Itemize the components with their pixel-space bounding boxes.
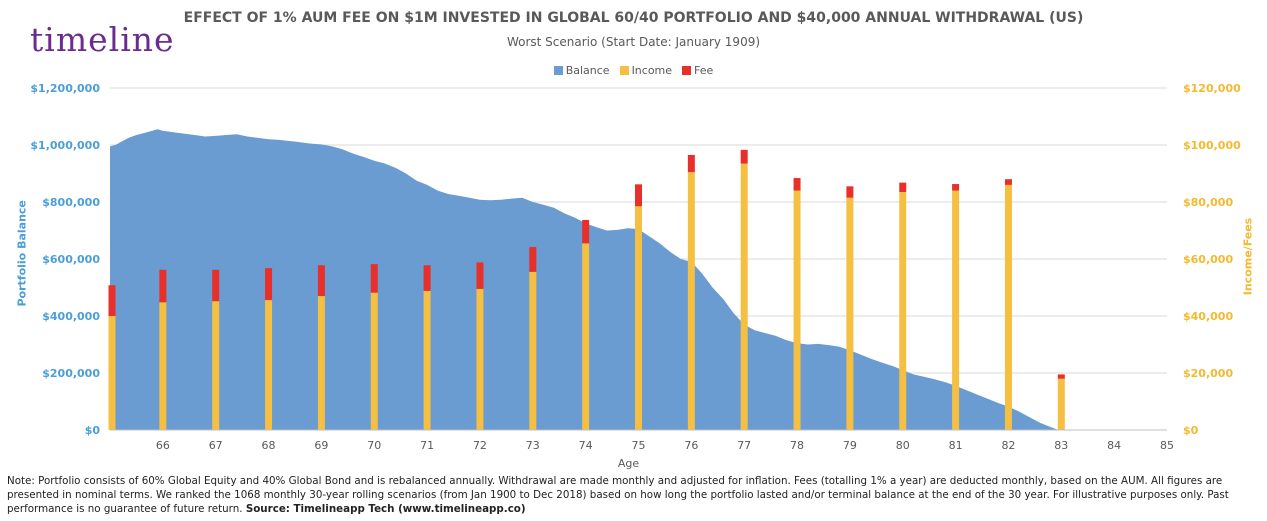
income-bar	[793, 190, 801, 430]
y-tick-label-right: $80,000	[1183, 196, 1233, 209]
y-tick-label-right: $100,000	[1183, 139, 1241, 152]
footnote: Note: Portfolio consists of 60% Global E…	[7, 474, 1262, 516]
income-bar	[1004, 184, 1012, 430]
legend-swatch-income	[619, 66, 629, 75]
x-tick-label: 73	[526, 439, 540, 452]
x-tick-label: 75	[632, 439, 646, 452]
x-tick-label: 80	[896, 439, 910, 452]
income-bar	[370, 292, 378, 430]
y-axis-title-left: Portfolio Balance	[15, 200, 29, 307]
income-bar	[740, 163, 748, 430]
legend-label-fee: Fee	[694, 64, 714, 77]
fee-bar	[317, 265, 325, 297]
fee-bar	[635, 184, 642, 207]
y-tick-label-left: $0	[85, 424, 101, 437]
legend-item-balance: Balance	[553, 64, 610, 77]
income-bar	[212, 301, 220, 430]
fee-bar	[740, 149, 748, 164]
y-tick-label-left: $600,000	[42, 253, 100, 266]
income-bar	[582, 243, 590, 430]
footnote-text: Note: Portfolio consists of 60% Global E…	[7, 475, 1229, 515]
income-bar	[423, 290, 431, 430]
x-tick-label: 85	[1160, 439, 1174, 452]
income-bar	[687, 172, 695, 430]
fee-bar	[159, 269, 167, 303]
x-tick-label: 78	[790, 439, 804, 452]
fee-bar	[793, 178, 801, 191]
income-bar	[635, 206, 642, 430]
income-bar	[846, 197, 854, 430]
fee-bar	[1057, 374, 1065, 379]
y-tick-label-left: $1,000,000	[30, 139, 100, 152]
x-tick-label: 69	[314, 439, 328, 452]
legend-item-fee: Fee	[682, 64, 713, 77]
x-tick-label: 68	[262, 439, 276, 452]
y-axis-title-right: Income/Fees	[1241, 217, 1255, 296]
y-tick-label-right: $120,000	[1183, 82, 1241, 95]
legend-swatch-fee	[682, 66, 692, 75]
y-tick-label-left: $400,000	[42, 310, 100, 323]
x-tick-label: 79	[843, 439, 857, 452]
y-tick-label-left: $800,000	[42, 196, 100, 209]
chart-subtitle: Worst Scenario (Start Date: January 1909…	[506, 35, 761, 49]
x-tick-label: 66	[156, 439, 170, 452]
legend-label-income: Income	[631, 64, 673, 77]
chart-title: EFFECT OF 1% AUM FEE ON $1M INVESTED IN …	[183, 10, 1084, 26]
chart-legend: Balance Income Fee	[0, 64, 1267, 77]
legend-label-balance: Balance	[565, 64, 610, 77]
income-bar	[952, 190, 960, 430]
x-tick-label: 74	[579, 439, 593, 452]
x-tick-label: 83	[1054, 439, 1068, 452]
x-tick-label: 71	[420, 439, 434, 452]
y-tick-label-right: $0	[1183, 424, 1199, 437]
income-bar	[265, 300, 273, 430]
fee-bar	[582, 219, 590, 244]
fee-bar	[846, 186, 854, 198]
fee-bar	[423, 265, 431, 291]
x-tick-label: 82	[1001, 439, 1015, 452]
y-tick-label-left: $200,000	[42, 367, 100, 380]
x-tick-label: 77	[737, 439, 751, 452]
fee-bar	[952, 184, 960, 191]
legend-item-income: Income	[619, 64, 673, 77]
fee-bar	[899, 182, 907, 193]
legend-swatch-balance	[553, 66, 563, 75]
x-tick-label: 81	[949, 439, 963, 452]
x-tick-label: 76	[684, 439, 698, 452]
income-bar	[317, 296, 325, 430]
fee-bar	[687, 154, 695, 173]
x-tick-label: 72	[473, 439, 487, 452]
income-bar	[529, 271, 537, 430]
income-bar	[899, 192, 907, 430]
income-bar	[159, 302, 167, 430]
fee-bar	[212, 269, 220, 302]
fee-bar	[1004, 179, 1012, 185]
x-tick-label: 67	[209, 439, 223, 452]
x-tick-label: 84	[1107, 439, 1121, 452]
y-tick-label-left: $1,200,000	[30, 82, 100, 95]
fee-bar	[476, 262, 484, 289]
y-tick-label-right: $60,000	[1183, 253, 1233, 266]
fee-bar	[265, 268, 273, 301]
x-tick-label: 70	[367, 439, 381, 452]
income-bar	[108, 316, 116, 430]
y-tick-label-right: $20,000	[1183, 367, 1233, 380]
x-axis-title: Age	[618, 457, 640, 470]
income-bar	[476, 288, 484, 430]
footnote-source: Source: Timelineapp Tech (www.timelineap…	[245, 503, 526, 515]
income-bar	[1057, 378, 1065, 430]
fee-bar	[370, 264, 378, 293]
y-tick-label-right: $40,000	[1183, 310, 1233, 323]
timeline-logo: timeline	[30, 20, 175, 59]
fee-bar	[529, 247, 537, 272]
fee-bar	[108, 285, 116, 316]
